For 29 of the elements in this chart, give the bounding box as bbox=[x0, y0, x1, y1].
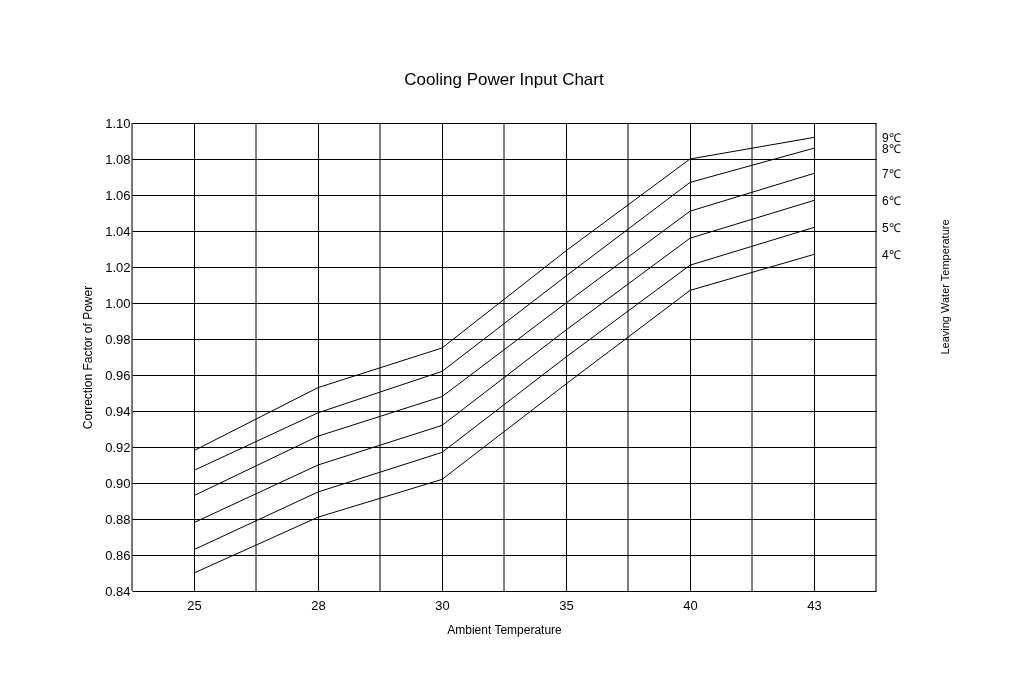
y-tick-label: 1.02 bbox=[105, 259, 131, 275]
x-tick-label: 43 bbox=[807, 597, 822, 613]
y-tick-label: 0.90 bbox=[105, 475, 131, 491]
x-tick-label: 35 bbox=[559, 597, 574, 613]
text: 4℃ bbox=[882, 248, 901, 263]
chart-title: Cooling Power Input Chart bbox=[404, 70, 604, 89]
y-tick-label: 0.88 bbox=[105, 511, 131, 527]
x-tick-label: 28 bbox=[311, 597, 326, 613]
y-tick-label: 0.86 bbox=[105, 547, 131, 563]
text: 5℃ bbox=[882, 221, 901, 236]
x-tick-label: 40 bbox=[683, 597, 698, 613]
y-tick-label: 0.92 bbox=[105, 439, 131, 455]
legend-title: Leaving Water Temperature bbox=[939, 219, 951, 355]
y-tick-label: 1.04 bbox=[105, 223, 131, 239]
y-tick-label: 1.10 bbox=[105, 115, 131, 131]
y-tick-label: 1.06 bbox=[105, 187, 131, 203]
text: 8℃ bbox=[882, 142, 901, 157]
x-axis-title: Ambient Temperature bbox=[447, 622, 563, 637]
y-tick-label: 1.08 bbox=[105, 151, 131, 167]
x-tick-label: 25 bbox=[187, 597, 202, 613]
y-axis-title: Correction Factor of Power bbox=[81, 285, 96, 430]
text: 6℃ bbox=[882, 194, 901, 209]
x-tick-label: 30 bbox=[435, 597, 450, 613]
y-tick-label: 1.00 bbox=[105, 295, 131, 311]
text: 7℃ bbox=[882, 167, 901, 182]
y-tick-label: 0.98 bbox=[105, 331, 131, 347]
y-tick-label: 0.94 bbox=[105, 403, 131, 419]
y-tick-label: 0.96 bbox=[105, 367, 131, 383]
y-tick-label: 0.84 bbox=[105, 583, 131, 599]
